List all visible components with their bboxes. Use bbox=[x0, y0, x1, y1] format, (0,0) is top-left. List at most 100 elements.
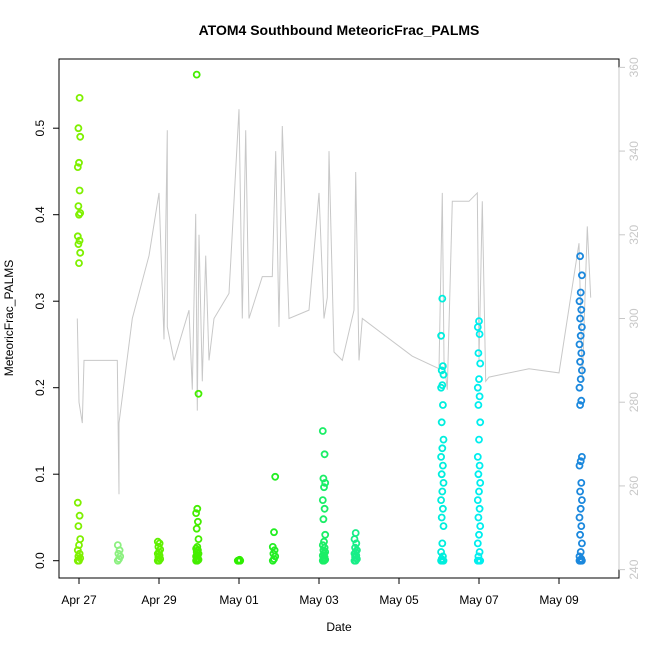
data-point bbox=[575, 297, 584, 306]
data-point bbox=[76, 535, 85, 543]
data-point bbox=[576, 375, 585, 384]
data-point bbox=[576, 457, 585, 466]
data-point bbox=[321, 530, 330, 539]
data-point bbox=[576, 548, 585, 556]
data-point bbox=[473, 539, 482, 548]
data-point bbox=[193, 543, 202, 551]
data-point bbox=[192, 524, 201, 533]
data-point bbox=[193, 517, 202, 526]
data-point bbox=[75, 158, 83, 167]
right-tick-label: 320 bbox=[627, 224, 641, 244]
data-point bbox=[575, 552, 584, 561]
data-point bbox=[476, 359, 485, 368]
data-point bbox=[476, 418, 485, 427]
data-point bbox=[114, 549, 123, 558]
data-point bbox=[577, 305, 586, 314]
left-tick-label: 0.3 bbox=[33, 293, 47, 310]
data-point bbox=[320, 450, 329, 459]
left-tick-label: 0.4 bbox=[33, 206, 47, 223]
data-point bbox=[438, 461, 447, 470]
data-point bbox=[475, 487, 483, 496]
right-tick-label: 260 bbox=[627, 476, 641, 496]
data-point bbox=[575, 513, 584, 522]
data-point bbox=[319, 515, 328, 524]
plot-frame bbox=[58, 58, 620, 579]
data-point bbox=[437, 452, 446, 461]
data-point bbox=[320, 537, 328, 546]
chart-title: ATOM4 Southbound MeteoricFrac_PALMS bbox=[199, 22, 480, 38]
data-point bbox=[576, 504, 585, 513]
data-point bbox=[475, 548, 484, 556]
data-point bbox=[475, 461, 484, 470]
data-point bbox=[576, 288, 585, 297]
data-point bbox=[75, 186, 84, 195]
data-point bbox=[76, 209, 85, 217]
data-point bbox=[270, 528, 278, 537]
data-point bbox=[318, 427, 327, 435]
data-point bbox=[474, 349, 483, 358]
right-tick-label: 240 bbox=[627, 559, 641, 579]
data-point bbox=[577, 522, 586, 530]
data-point bbox=[269, 549, 278, 558]
data-point bbox=[576, 487, 584, 496]
scatter-points-layer bbox=[73, 70, 586, 565]
data-point bbox=[475, 435, 483, 444]
left-tick-label: 0.0 bbox=[33, 552, 47, 569]
right-tick-label: 280 bbox=[627, 392, 641, 412]
data-point bbox=[437, 496, 446, 505]
data-point bbox=[437, 548, 446, 556]
background-series-line bbox=[76, 109, 592, 495]
bottom-tick-label: May 05 bbox=[379, 593, 419, 607]
x-axis-label: Date bbox=[326, 620, 352, 634]
data-point bbox=[473, 383, 482, 392]
data-point bbox=[74, 124, 83, 133]
data-point bbox=[475, 504, 484, 513]
data-point bbox=[438, 444, 447, 453]
data-point bbox=[351, 529, 360, 537]
data-point bbox=[578, 496, 586, 505]
right-tick-label: 300 bbox=[627, 308, 641, 328]
data-point bbox=[351, 543, 360, 552]
data-point bbox=[73, 232, 82, 241]
data-point bbox=[153, 537, 162, 546]
data-point bbox=[474, 470, 483, 479]
right-tick-label: 340 bbox=[627, 141, 641, 161]
data-point bbox=[475, 317, 483, 326]
data-point bbox=[439, 522, 448, 530]
data-point bbox=[74, 522, 83, 530]
data-point bbox=[578, 271, 586, 280]
data-point bbox=[437, 331, 446, 340]
y-axis-label: MeteoricFrac_PALMS bbox=[2, 260, 16, 376]
bottom-tick-label: Apr 29 bbox=[141, 593, 177, 607]
data-point bbox=[76, 248, 85, 257]
data-point bbox=[438, 294, 447, 303]
data-point bbox=[194, 535, 203, 543]
data-point bbox=[437, 470, 446, 479]
left-axis: 0.0 0.1 0.2 0.3 0.4 0.5 bbox=[33, 120, 60, 569]
data-point bbox=[194, 389, 203, 398]
data-point bbox=[576, 331, 585, 340]
data-point bbox=[74, 202, 83, 211]
data-point bbox=[576, 401, 584, 409]
data-point bbox=[113, 541, 122, 549]
data-point bbox=[475, 530, 483, 539]
data-point bbox=[578, 539, 586, 548]
data-point bbox=[76, 132, 85, 141]
data-point bbox=[438, 381, 447, 390]
data-point bbox=[439, 435, 448, 444]
data-point bbox=[473, 452, 482, 461]
data-point bbox=[235, 555, 244, 564]
data-point bbox=[576, 530, 584, 539]
data-point bbox=[75, 511, 84, 520]
data-point bbox=[578, 366, 586, 375]
data-point bbox=[576, 314, 584, 323]
bottom-tick-label: Apr 27 bbox=[61, 593, 97, 607]
data-point bbox=[473, 496, 482, 505]
data-point bbox=[320, 504, 329, 513]
data-point bbox=[437, 513, 446, 522]
data-point bbox=[73, 498, 82, 507]
data-point bbox=[192, 509, 201, 517]
data-point bbox=[268, 543, 277, 551]
data-point bbox=[437, 418, 446, 427]
